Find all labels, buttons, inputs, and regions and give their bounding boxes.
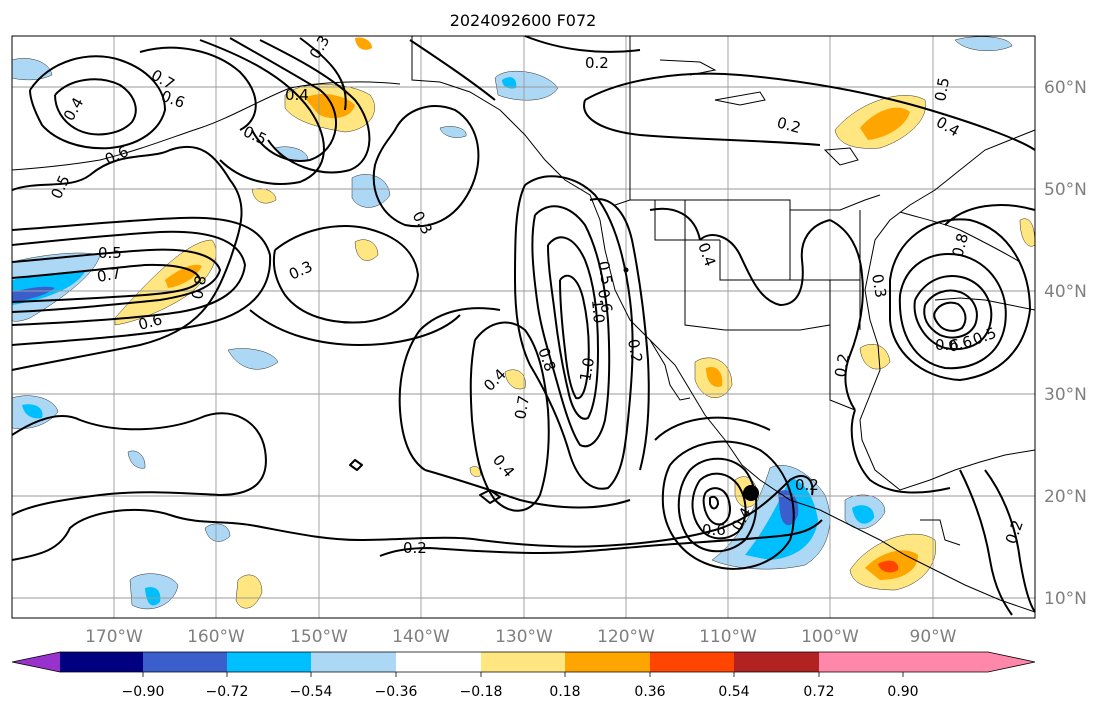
contour-label: 0.2 <box>831 352 853 379</box>
contour-label: 0.2 <box>585 54 609 72</box>
contour-label: 0.5 <box>594 260 616 287</box>
shaded-anomalies <box>11 36 1036 610</box>
longitude-labels: 170°W 160°W 150°W 140°W 130°W 120°W 110°… <box>85 627 957 647</box>
colorbar-tick-label: 0.18 <box>549 684 580 700</box>
colorbar-bin <box>311 652 396 672</box>
negative-patch <box>502 77 517 89</box>
negative-patch <box>22 404 43 419</box>
storm-center-marker <box>743 485 759 501</box>
contour-label: 0.3 <box>868 273 890 300</box>
colorbar-extend-low <box>12 652 60 672</box>
colorbar-bin <box>396 652 481 672</box>
lon-label: 110°W <box>699 627 757 647</box>
contour-label: 0.2 <box>775 113 803 137</box>
colorbar-tick-label: 0.72 <box>803 684 834 700</box>
colorbar-outline <box>11 651 1036 673</box>
colorbar: −0.90 −0.72 −0.54 −0.36 −0.18 0.18 0.36 … <box>11 651 1036 700</box>
colorbar-tick-label: −0.36 <box>375 684 418 700</box>
colorbar-bin <box>227 652 312 672</box>
positive-patch <box>859 344 891 370</box>
lat-label: 30°N <box>1044 385 1087 405</box>
positive-patch <box>235 574 263 609</box>
colorbar-bin <box>819 652 904 672</box>
negative-patch <box>351 174 391 208</box>
map-border <box>11 35 1036 619</box>
lon-label: 100°W <box>801 627 859 647</box>
colorbar-bin <box>734 652 819 672</box>
lon-label: 120°W <box>597 627 655 647</box>
lat-label: 50°N <box>1044 180 1087 200</box>
contour-label: 0.2 <box>795 476 819 494</box>
contour-label: 0.6 <box>702 521 726 539</box>
point-marker <box>623 267 629 273</box>
negative-patch <box>204 523 231 542</box>
map-panel: 0.2 0.2 0.2 0.2 0.2 0.2 0.3 0.3 0.3 0.3 … <box>11 32 1036 619</box>
contour-label: 0.6 <box>136 310 164 334</box>
latitude-labels: 60°N 50°N 40°N 30°N 20°N 10°N <box>1044 78 1087 609</box>
contour-label: 0.5 <box>931 76 953 103</box>
lon-label: 160°W <box>187 627 245 647</box>
lat-label: 20°N <box>1044 487 1087 507</box>
positive-patch <box>878 560 899 573</box>
colorbar-tick-label: 0.90 <box>887 684 918 700</box>
contour-label: 0.6 <box>946 332 974 356</box>
negative-patch <box>745 478 818 560</box>
contour-label: 0.6 <box>594 288 616 315</box>
colorbar-tick-label: 0.54 <box>718 684 749 700</box>
colorbar-tick-label: −0.72 <box>206 684 249 700</box>
negative-patch <box>145 587 161 606</box>
lat-label: 10°N <box>1044 589 1087 609</box>
colorbar-bin <box>481 652 566 672</box>
contour-label: 1.0 <box>588 299 608 324</box>
positive-patch <box>469 466 481 477</box>
colorbar-tick-label: −0.18 <box>460 684 503 700</box>
figure-title: 2024092600 F072 <box>450 11 597 30</box>
lon-label: 90°W <box>910 627 957 647</box>
lon-label: 130°W <box>495 627 553 647</box>
lat-label: 60°N <box>1044 78 1087 98</box>
contour-lines <box>11 35 1036 616</box>
colorbar-bin <box>650 652 735 672</box>
negative-patch <box>852 505 875 524</box>
contour-label: 0.8 <box>188 274 210 301</box>
contour-label: 0.4 <box>285 86 309 104</box>
positive-patch <box>706 366 723 387</box>
coastlines <box>11 36 1036 613</box>
contour-label: 0.2 <box>403 539 427 557</box>
colorbar-tick-label: −0.54 <box>290 684 333 700</box>
contour-label: 0.7 <box>96 264 123 286</box>
contour-label: 0.6 <box>935 336 959 354</box>
lon-label: 170°W <box>85 627 143 647</box>
contour-label: 1.0 <box>576 356 598 383</box>
colorbar-extend-high <box>903 652 1035 672</box>
colorbar-bin <box>565 652 650 672</box>
positive-patch <box>504 369 526 390</box>
lon-label: 140°W <box>392 627 450 647</box>
negative-patch <box>439 126 467 138</box>
contour-label: 0.8 <box>948 231 972 259</box>
negative-patch <box>11 58 53 81</box>
positive-patch <box>355 37 372 50</box>
lat-label: 40°N <box>1044 282 1087 302</box>
positive-patch <box>860 107 910 140</box>
colorbar-tick-label: 0.36 <box>634 684 665 700</box>
negative-patch <box>127 450 146 469</box>
positive-patch <box>305 94 355 119</box>
contour-label: 0.2 <box>624 338 646 365</box>
colorbar-bin <box>60 652 144 672</box>
lon-label: 150°W <box>290 627 348 647</box>
negative-patch <box>227 348 279 370</box>
contour-label: 0.7 <box>511 394 533 421</box>
negative-patch <box>954 36 1013 51</box>
colorbar-bin <box>143 652 228 672</box>
contour-label: 0.5 <box>98 244 122 262</box>
colorbar-tick-label: −0.90 <box>122 684 165 700</box>
positive-patch <box>354 239 379 261</box>
